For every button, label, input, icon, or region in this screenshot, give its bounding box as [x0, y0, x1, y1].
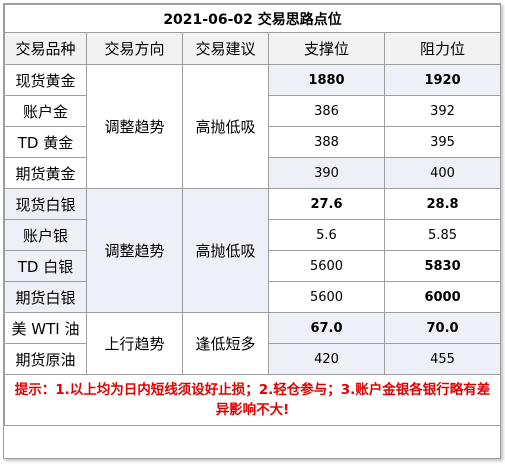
suggestion-cell: 高抛低吸	[182, 64, 269, 189]
table-row: 现货黄金 调整趋势 高抛低吸 1880 1920	[4, 64, 502, 189]
header-support: 支撑位	[268, 32, 385, 65]
support-value: 1880	[268, 64, 385, 96]
support-value: 27.6	[268, 188, 385, 220]
direction-cell: 调整趋势	[86, 188, 183, 313]
resistance-value: 70.0	[383, 312, 502, 344]
product-name: 期货白银	[4, 281, 87, 313]
table-row: 期货原油 420 455	[4, 343, 502, 375]
table-title: 2021-06-02 交易思路点位	[3, 4, 502, 33]
direction-cell: 上行趋势	[86, 312, 183, 375]
table-row: 账户金 386 392	[4, 95, 502, 127]
support-value: 388	[268, 126, 385, 158]
resistance-value: 5.85	[383, 219, 502, 251]
support-value: 5600	[268, 281, 385, 313]
product-name: TD 白银	[4, 250, 87, 282]
header-direction: 交易方向	[86, 32, 183, 65]
resistance-value: 5830	[383, 250, 502, 282]
table-row: 期货黄金 390 400	[4, 157, 502, 189]
resistance-value: 6000	[383, 281, 502, 313]
table-row: TD 白银 5600 5830	[4, 250, 502, 282]
tip-text: 提示：1.以上均为日内短线须设好止损；2.轻仓参与；3.账户金银各银行略有差异影…	[3, 374, 502, 426]
product-name: 期货黄金	[4, 157, 87, 189]
product-name: 账户金	[4, 95, 87, 127]
support-value: 390	[268, 157, 385, 189]
table-row: 现货白银 调整趋势 高抛低吸 27.6 28.8	[4, 188, 502, 313]
support-value: 386	[268, 95, 385, 127]
tip-row: 提示：1.以上均为日内短线须设好止损；2.轻仓参与；3.账户金银各银行略有差异影…	[3, 374, 502, 426]
product-name: 现货白银	[4, 188, 87, 220]
resistance-value: 28.8	[383, 188, 502, 220]
support-value: 420	[268, 343, 385, 375]
product-name: 美 WTI 油	[4, 312, 87, 344]
product-name: 现货黄金	[4, 64, 87, 96]
product-name: 期货原油	[4, 343, 87, 375]
header-row: 交易品种 交易方向 交易建议 支撑位 阻力位	[4, 32, 502, 65]
table-row: 账户银 5.6 5.85	[4, 219, 502, 251]
product-name: TD 黄金	[4, 126, 87, 158]
suggestion-cell: 高抛低吸	[182, 188, 269, 313]
trading-levels-panel: 2021-06-02 交易思路点位 交易品种 交易方向 交易建议 支撑位 阻力位…	[3, 3, 502, 459]
support-value: 5.6	[268, 219, 385, 251]
support-value: 67.0	[268, 312, 385, 344]
header-suggestion: 交易建议	[182, 32, 269, 65]
title-row: 2021-06-02 交易思路点位	[3, 4, 502, 33]
direction-cell: 调整趋势	[86, 64, 183, 189]
header-resistance: 阻力位	[383, 32, 502, 65]
suggestion-cell: 逢低短多	[182, 312, 269, 375]
resistance-value: 395	[383, 126, 502, 158]
resistance-value: 400	[383, 157, 502, 189]
support-value: 5600	[268, 250, 385, 282]
header-product: 交易品种	[4, 32, 87, 65]
resistance-value: 392	[383, 95, 502, 127]
resistance-value: 455	[383, 343, 502, 375]
resistance-value: 1920	[383, 64, 502, 96]
table-row: 美 WTI 油 上行趋势 逢低短多 67.0 70.0	[4, 312, 502, 375]
trading-levels-table: 2021-06-02 交易思路点位 交易品种 交易方向 交易建议 支撑位 阻力位…	[3, 4, 502, 426]
table-row: TD 黄金 388 395	[4, 126, 502, 158]
product-name: 账户银	[4, 219, 87, 251]
table-row: 期货白银 5600 6000	[4, 281, 502, 313]
